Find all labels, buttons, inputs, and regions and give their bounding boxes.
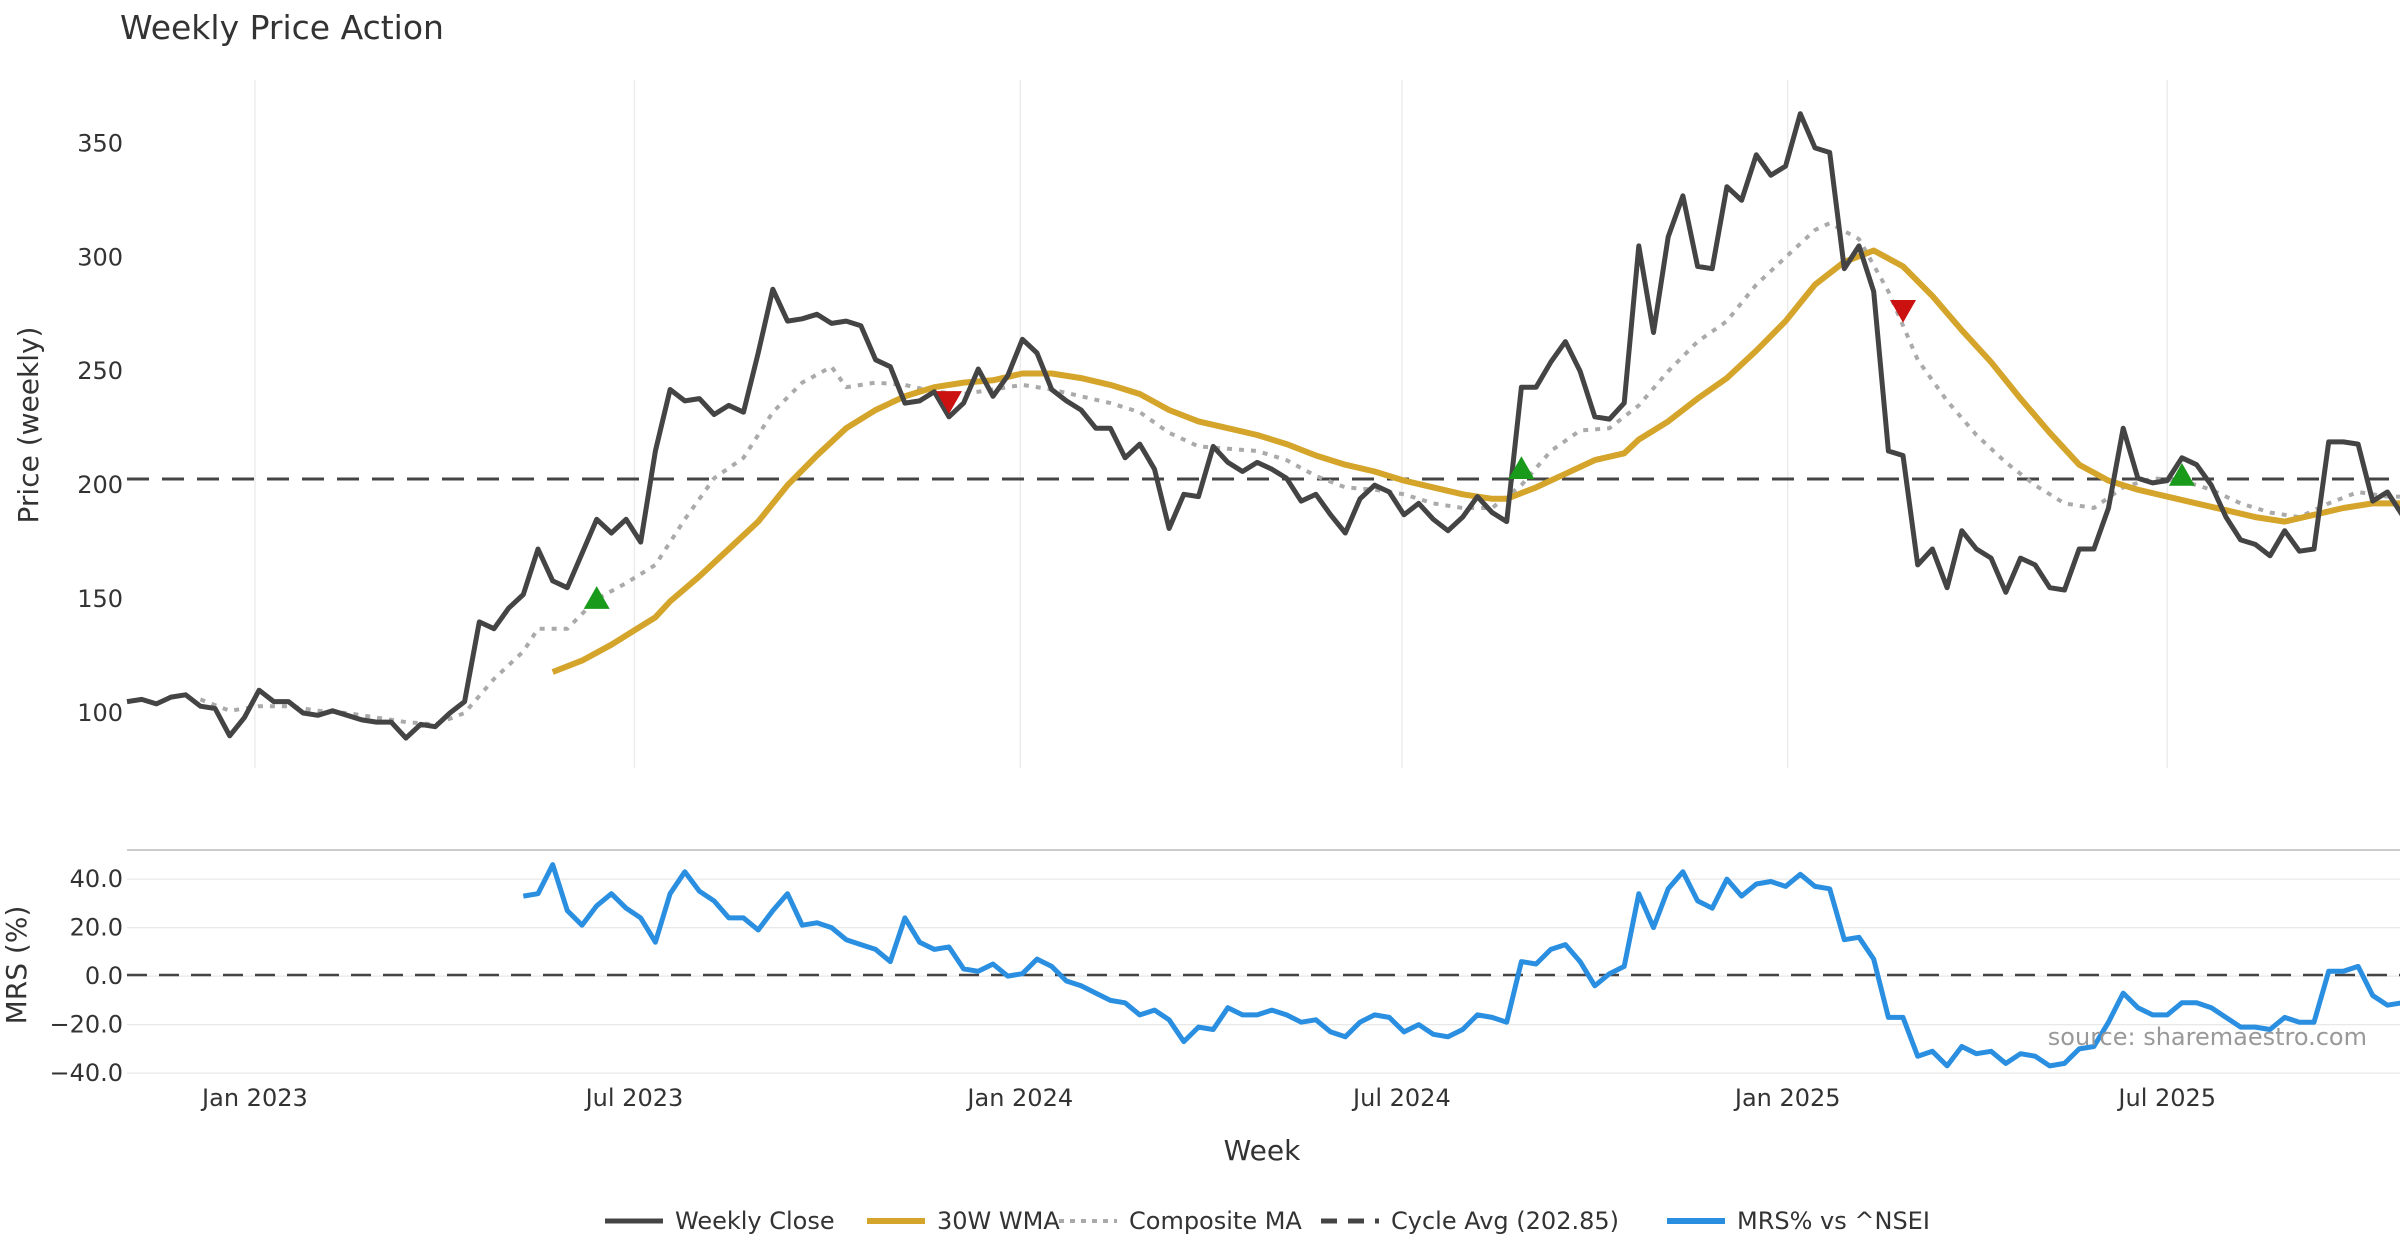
mrs-y-tick-label: 0.0 bbox=[85, 962, 123, 990]
price-y-ticks: 100 150 200 250 300 350 bbox=[77, 129, 123, 727]
mrs-series bbox=[522, 862, 2400, 1069]
x-tick-label: Jul 2023 bbox=[584, 1084, 684, 1112]
buy-signal-marker bbox=[583, 586, 610, 609]
legend-label: Cycle Avg (202.85) bbox=[1391, 1207, 1619, 1235]
composite-ma-series bbox=[199, 221, 2400, 727]
price-y-tick-label: 300 bbox=[77, 243, 123, 271]
buy-signal-marker bbox=[2168, 463, 2195, 486]
mrs-y-tick-label: 40.0 bbox=[70, 865, 123, 893]
legend-label: 30W WMA bbox=[937, 1207, 1060, 1235]
price-y-tick-label: 350 bbox=[77, 129, 123, 157]
price-y-tick-label: 250 bbox=[77, 357, 123, 385]
x-axis-label: Week bbox=[1224, 1134, 1301, 1167]
price-y-tick-label: 100 bbox=[77, 699, 123, 727]
x-tick-label: Jan 2025 bbox=[1733, 1084, 1841, 1112]
sell-signal-marker bbox=[1890, 299, 1917, 323]
x-ticks: Jan 2023 Jul 2023 Jan 2024 Jul 2024 Jan 2025… bbox=[200, 1084, 2216, 1112]
weekly-close-series bbox=[126, 111, 2400, 741]
x-tick-label: Jul 2025 bbox=[2116, 1084, 2216, 1112]
legend-label: Composite MA bbox=[1129, 1207, 1302, 1235]
chart-title: Weekly Price Action bbox=[120, 8, 444, 47]
price-y-tick-label: 150 bbox=[77, 585, 123, 613]
price-y-label: Price (weekly) bbox=[12, 327, 45, 524]
wma-30w-series bbox=[551, 247, 2400, 675]
source-note: source: sharemaestro.com bbox=[2048, 1023, 2367, 1051]
sell-signal-marker bbox=[935, 391, 962, 414]
legend-label: MRS% vs ^NSEI bbox=[1737, 1207, 1930, 1235]
buy-signal-marker bbox=[1508, 456, 1535, 479]
legend: Weekly Close 30W WMA Composite MA Cycle Avg… bbox=[605, 1207, 1930, 1235]
legend-label: Weekly Close bbox=[675, 1207, 835, 1235]
mrs-y-ticks: −40.0 −20.0 0.0 20.0 40.0 bbox=[49, 865, 123, 1087]
mrs-y-tick-label: 20.0 bbox=[70, 914, 123, 942]
mrs-y-label: MRS (%) bbox=[0, 906, 33, 1025]
mrs-y-tick-label: −40.0 bbox=[49, 1059, 123, 1087]
x-tick-label: Jan 2024 bbox=[965, 1084, 1073, 1112]
x-tick-label: Jul 2024 bbox=[1351, 1084, 1451, 1112]
mrs-y-tick-label: −20.0 bbox=[49, 1011, 123, 1039]
price-grid bbox=[254, 80, 2168, 768]
signal-markers bbox=[583, 299, 2195, 609]
x-tick-label: Jan 2023 bbox=[200, 1084, 308, 1112]
price-y-tick-label: 200 bbox=[77, 471, 123, 499]
